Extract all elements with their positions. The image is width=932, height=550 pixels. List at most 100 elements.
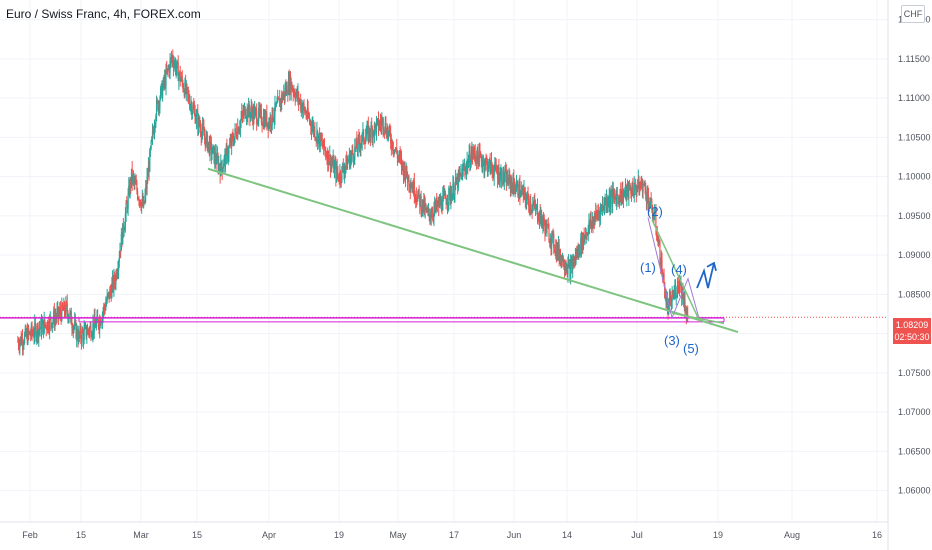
candle-body: [421, 199, 424, 210]
candle-body: [17, 341, 19, 343]
candle-body: [549, 241, 551, 243]
candle-body: [70, 311, 72, 313]
candle-body: [214, 152, 217, 161]
candle-body: [232, 136, 234, 142]
candle-body: [109, 289, 111, 299]
candle-body: [536, 205, 539, 219]
candle-body: [66, 302, 68, 312]
candle-body: [519, 195, 522, 198]
candle-body: [192, 106, 194, 113]
candle-body: [310, 126, 313, 131]
candle-body: [130, 179, 132, 186]
candle-body: [651, 210, 654, 218]
candle-body: [140, 204, 142, 209]
candle-body: [126, 202, 128, 204]
candle-body: [86, 333, 88, 337]
candle-body: [574, 256, 576, 263]
candle-body: [302, 103, 304, 109]
candle-body: [52, 320, 54, 323]
candle-body: [126, 203, 129, 209]
candle-body: [685, 310, 687, 313]
candle-body: [348, 161, 350, 163]
candle-body: [199, 124, 201, 128]
candle-body: [407, 175, 409, 182]
candle-body: [576, 252, 578, 258]
price-tick-label: 1.10000: [898, 172, 931, 182]
candle-body: [134, 181, 136, 183]
candle-body: [323, 139, 325, 149]
candle-body: [622, 188, 624, 202]
candle-body: [468, 151, 470, 161]
candle-body: [472, 153, 474, 157]
candle-body: [334, 163, 336, 166]
candle-body: [284, 88, 286, 97]
candle-body: [674, 287, 677, 298]
candle-body: [319, 133, 321, 147]
candle-body: [339, 171, 342, 180]
candle-body: [448, 187, 451, 190]
candle-body: [649, 197, 652, 208]
candle-body: [469, 151, 471, 167]
candle-body: [56, 310, 58, 318]
candle-body: [111, 284, 113, 298]
candle-body: [597, 212, 599, 215]
candle-body: [231, 135, 233, 147]
candle-body: [568, 262, 570, 264]
candle-body: [153, 132, 155, 134]
candle-body: [112, 277, 114, 289]
candle-body: [270, 124, 273, 126]
candle-body: [310, 121, 312, 127]
candle-body: [601, 206, 603, 208]
candle-body: [507, 174, 509, 183]
price-axis[interactable]: 1.120001.115001.110001.105001.100001.095…: [887, 0, 932, 550]
candle-body: [201, 124, 204, 132]
candle-body: [134, 181, 137, 184]
candle-body: [651, 200, 653, 211]
candle-body: [621, 188, 623, 198]
candle-body: [465, 170, 467, 173]
last-price-tag: 1.08209 02:50:30: [893, 318, 931, 344]
candle-body: [403, 165, 405, 177]
candle-body: [307, 107, 309, 117]
candle-body: [626, 188, 628, 198]
candle-body: [138, 198, 140, 202]
price-tick-label: 1.06500: [898, 446, 931, 456]
candle-body: [541, 219, 543, 226]
candle-body: [273, 116, 275, 120]
candle-body: [484, 159, 486, 167]
candle-body: [531, 209, 533, 211]
candle-body: [482, 162, 484, 167]
candle-body: [299, 100, 301, 102]
candle-body: [676, 280, 679, 293]
candle-body: [151, 137, 153, 141]
candle-body: [249, 112, 252, 118]
candle-body: [365, 137, 367, 144]
currency-badge[interactable]: CHF: [901, 5, 925, 23]
candle-body: [624, 184, 627, 193]
candle-body: [431, 214, 433, 218]
time-axis[interactable]: Feb 15 Mar 15 Apr 19 May 17 Jun 14 Jul 19 Aug 16: [0, 521, 888, 540]
candle-body: [215, 160, 217, 164]
price-axis-bg: [888, 0, 932, 550]
candle-body: [88, 330, 90, 333]
candle-body: [237, 127, 239, 138]
candle-body: [93, 316, 95, 332]
candle-body: [187, 93, 189, 96]
candle-body: [486, 161, 489, 173]
candle-body: [527, 193, 529, 199]
candle-body: [636, 189, 638, 194]
candle-body: [349, 153, 351, 167]
candle-body: [39, 328, 41, 330]
candle-body: [327, 150, 330, 165]
candle-body: [672, 296, 675, 298]
candle-body: [405, 166, 407, 177]
candle-body: [172, 62, 175, 68]
candle-body: [681, 282, 683, 298]
candle-body: [505, 170, 507, 186]
wave-label: (1): [640, 260, 656, 275]
candle-body: [270, 117, 272, 126]
candle-body: [459, 172, 461, 176]
wave-label: (2): [647, 204, 663, 219]
candle-body: [252, 108, 254, 122]
